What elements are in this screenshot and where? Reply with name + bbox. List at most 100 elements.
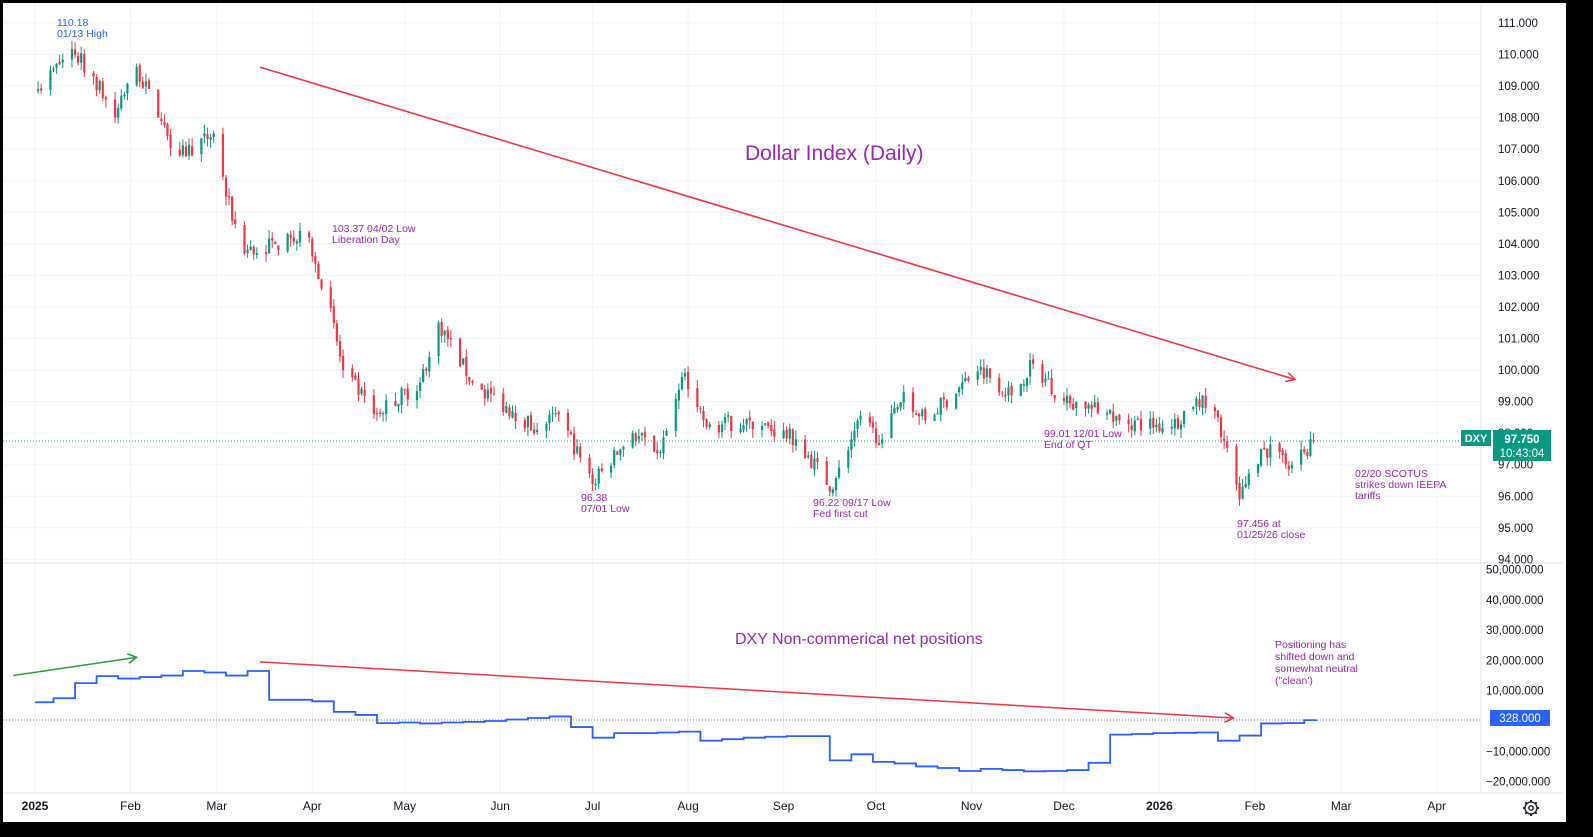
price-tick-label: 95.000 [1498, 523, 1533, 535]
candle-body [234, 219, 237, 224]
candle-body [782, 430, 785, 438]
main-chart-title: Dollar Index (Daily) [745, 142, 924, 165]
gear-icon[interactable] [1523, 800, 1539, 816]
annotation-scotus: 02/20 SCOTUS [1355, 468, 1428, 480]
candle-body [443, 330, 446, 335]
candle-body [1161, 427, 1164, 433]
candle-body [523, 420, 526, 429]
symbol-tag [1461, 430, 1491, 446]
candle-body [637, 436, 640, 440]
price-tag [1493, 430, 1551, 461]
candle-body [551, 413, 554, 415]
candle-body [1158, 423, 1161, 431]
price-tick-label: 101.000 [1498, 334, 1540, 346]
candle-body [643, 431, 647, 438]
candle-body [939, 397, 942, 416]
price-axis[interactable]: 111.000 110.000 109.000 108.000 107.000 106.0… [1498, 18, 1540, 566]
candle-body [36, 89, 40, 92]
candle-body [1139, 418, 1143, 431]
time-tick-label: Oct [867, 799, 886, 813]
candle-body [141, 81, 144, 88]
time-tick-label: Apr [1427, 799, 1446, 813]
candle-body [1269, 444, 1272, 458]
candle-body [1198, 399, 1201, 408]
candle-body [1247, 473, 1250, 486]
candle-body [813, 458, 816, 470]
candle-body [135, 67, 138, 86]
candle-body [468, 377, 471, 382]
candle-body [619, 449, 622, 456]
candle-body [77, 55, 80, 63]
candle-body [677, 389, 680, 401]
time-tick-label: 2025 [22, 799, 49, 813]
candle-body [1068, 396, 1072, 404]
net-positions-line [35, 670, 1318, 773]
candle-body [249, 246, 252, 251]
annotation-jan-close: 97.456 at [1237, 518, 1281, 530]
candle-body [600, 468, 603, 472]
price-tick-label: 107.000 [1498, 144, 1540, 156]
candle-body [1213, 407, 1216, 412]
candle-body [1001, 392, 1004, 394]
candle-body [184, 146, 188, 157]
candle-body [101, 81, 104, 98]
candle-body [277, 245, 280, 251]
candle-body [181, 145, 184, 156]
candle-body [1312, 440, 1315, 442]
time-tick-label: May [393, 799, 416, 813]
candle-body [745, 418, 748, 425]
annotation-positioning-note: shifted down and [1275, 651, 1355, 663]
candle-body [428, 357, 431, 372]
candle-body [702, 411, 705, 421]
candle-body [61, 59, 64, 63]
candle-body [1053, 395, 1056, 399]
candle-body [597, 468, 600, 484]
positions-axis[interactable]: 50,000.000 40,000.000 30,000.000 20,000.000… [1486, 565, 1550, 789]
candle-body [360, 388, 363, 394]
candle-body [459, 338, 462, 367]
candle-body [1287, 465, 1290, 470]
candle-body [40, 88, 43, 91]
candle-body [92, 72, 95, 77]
candle-body [810, 454, 813, 468]
price-tick-label: 99.000 [1498, 397, 1533, 409]
candle-body [532, 429, 536, 434]
candle-body [246, 249, 249, 254]
candle-body [594, 483, 597, 486]
candle-body [1259, 448, 1263, 466]
candle-body [548, 414, 551, 424]
candle-body [1192, 407, 1195, 410]
price-tick-label: 104.000 [1498, 239, 1540, 251]
candle-body [1115, 416, 1118, 421]
candle-body [212, 133, 215, 137]
last-price-badge: DXY 97.750 10:43:04 [1461, 430, 1551, 461]
price-tick-label: 97.000 [1498, 460, 1533, 472]
candle-body [767, 422, 770, 427]
candle-body [483, 389, 486, 399]
candle-body [508, 407, 511, 417]
candle-body [1090, 404, 1093, 409]
candle-body [998, 377, 1001, 393]
downtrend-arrow [259, 66, 1295, 379]
candle-body [588, 457, 591, 474]
candle-body [1075, 401, 1078, 409]
candle-body [403, 389, 406, 391]
time-tick-label: Jul [585, 799, 600, 813]
candle-body [351, 368, 354, 378]
candle-body [1010, 385, 1013, 396]
candle-body [902, 392, 905, 403]
candle-body [662, 437, 665, 454]
candle-body [298, 231, 302, 243]
candle-body [751, 421, 754, 430]
time-axis[interactable]: 2025 Feb Mar Apr May Jun Jul Aug Sep Oct Nov Dec 202… [22, 799, 1446, 813]
candle-body [1127, 419, 1130, 425]
candle-body [505, 405, 508, 413]
candle-body [440, 322, 443, 336]
candle-body [896, 407, 899, 410]
candle-body [828, 486, 831, 492]
annotation-liberation-day: Liberation Day [332, 234, 400, 246]
candle-body [804, 439, 807, 459]
candle-body [686, 371, 690, 390]
candle-body [138, 65, 141, 82]
candle-body [187, 144, 191, 156]
